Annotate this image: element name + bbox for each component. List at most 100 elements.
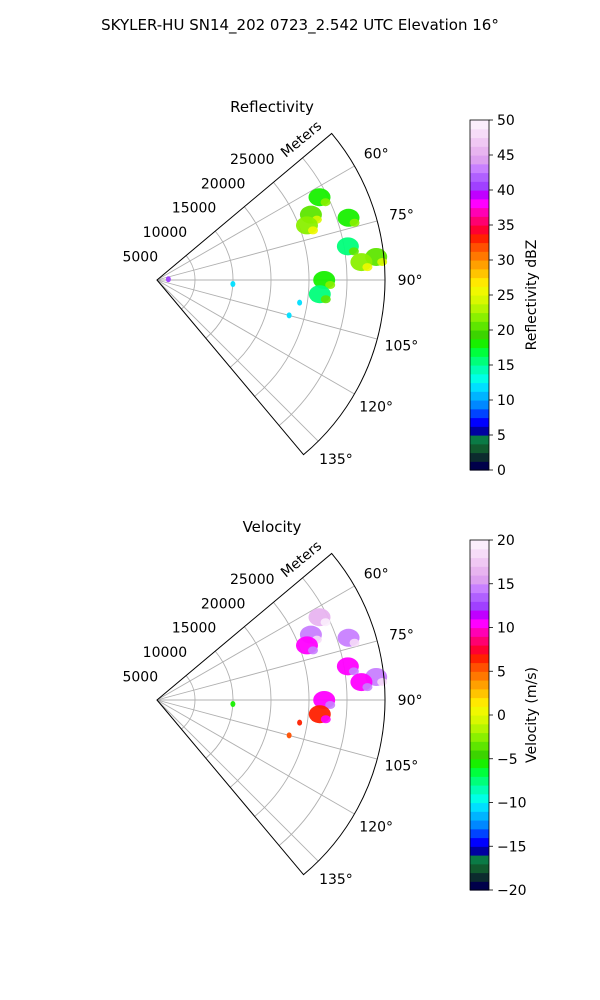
vel-colorbar-segment [470,688,489,699]
refl-colorbar-label: Reflectivity dBZ [524,240,540,351]
vel-colorbar-segment [470,828,489,839]
vel-colorbar-segment [470,881,489,891]
refl-colorbar-segment [470,181,489,191]
vel-colorbar-segment [470,758,489,769]
vel-colorbar-segment [470,618,489,629]
vel-echo-core [320,618,331,627]
refl-echo-core [325,281,336,289]
vel-azimuth-tick-label: 120° [359,820,393,836]
refl-echo-core [320,295,331,304]
vel-colorbar-segment [470,697,489,707]
refl-range-ring [229,206,272,368]
refl-echo-cell [165,276,171,283]
refl-colorbar-segment [470,172,489,182]
refl-colorbar-segment [470,146,489,156]
vel-colorbar-segment [470,627,489,637]
vel-colorbar-segment [470,776,489,786]
refl-colorbar-segment [470,163,489,174]
refl-colorbar-segment [470,417,489,427]
refl-colorbar-segment [470,347,489,357]
vel-colorbar-segment [470,636,489,646]
vel-colorbar-tick-label: 10 [497,621,515,637]
refl-colorbar-segment [470,242,489,252]
vel-colorbar-segment [470,855,489,865]
vel-colorbar-segment [470,872,489,882]
vel-colorbar-segment [470,566,489,576]
vel-range-ring [205,650,234,759]
refl-colorbar-tick-label: 50 [497,113,515,129]
refl-colorbar-tick-label: 45 [497,148,515,164]
vel-colorbar-segment [470,575,489,585]
vel-azimuth-spoke [156,699,378,760]
refl-azimuth-spoke [156,279,378,340]
vel-echo-core [320,715,331,724]
refl-azimuth-tick-label: 135° [319,452,353,468]
refl-colorbar-segment [470,443,489,454]
refl-colorbar-segment [470,268,489,279]
vel-range-axis-label: Meters [278,538,325,581]
vel-colorbar-segment [470,601,489,611]
vel-colorbar-tick-label: −10 [497,796,527,812]
refl-colorbar-tick-label: 15 [497,358,515,374]
refl-colorbar-segment [470,251,489,261]
vel-colorbar-segment [470,540,489,550]
vel-azimuth-tick-label: 60° [364,566,389,582]
refl-echo-cell [230,280,236,287]
vel-range-ring [229,626,272,788]
refl-sector-frame [156,132,386,456]
vel-echo-core [325,701,336,709]
refl-colorbar-segment [470,198,489,209]
vel-colorbar-segment [470,820,489,830]
refl-azimuth-tick-label: 75° [389,207,414,223]
refl-azimuth-spoke [156,165,355,281]
refl-colorbar-segment [470,391,489,401]
refl-colorbar-segment [470,207,489,217]
vel-range-ring [254,602,310,817]
refl-colorbar-segment [470,312,489,322]
vel-echo-core [307,646,318,655]
vel-colorbar-segment [470,592,489,602]
vel-range-tick-label: 10000 [143,645,188,661]
vel-echo-core [348,667,359,676]
refl-colorbar-segment [470,190,489,200]
refl-colorbar-segment [470,400,489,410]
refl-azimuth-tick-label: 60° [364,146,389,162]
refl-echo-core [307,226,318,235]
vel-azimuth-tick-label: 135° [319,872,353,888]
vel-azimuth-spoke [156,699,319,862]
refl-panel-title: Reflectivity [230,98,314,116]
vel-colorbar-segment [470,793,489,804]
vel-colorbar-segment [470,802,489,812]
refl-colorbar-segment [470,382,489,392]
vel-colorbar-tick-label: −20 [497,883,527,899]
refl-colorbar-segment [470,260,489,270]
refl-colorbar-segment [470,120,489,130]
vel-colorbar-tick-label: −5 [497,752,518,768]
refl-colorbar-tick-label: 5 [497,428,506,444]
vel-colorbar-segment [470,811,489,821]
vel-azimuth-spoke [156,640,378,701]
refl-echo-core [349,218,360,227]
refl-echo-cell [286,312,292,319]
refl-colorbar-segment [470,461,489,471]
refl-colorbar-tick-label: 25 [497,288,515,304]
vel-echo-cell [297,719,303,726]
refl-range-ring [205,230,234,339]
vel-colorbar-tick-label: 20 [497,533,515,549]
refl-echo-core [377,257,388,266]
refl-azimuth-spoke [156,279,319,442]
vel-colorbar-segment [470,723,489,734]
refl-colorbar-segment [470,408,489,419]
vel-range-tick-label: 5000 [122,670,158,686]
refl-range-tick-label: 15000 [172,201,217,217]
vel-range-tick-label: 25000 [230,572,275,588]
refl-colorbar-segment [470,338,489,349]
refl-colorbar-tick-label: 20 [497,323,515,339]
refl-colorbar-segment [470,137,489,147]
vel-colorbar-segment [470,741,489,751]
vel-azimuth-spoke [156,699,355,815]
refl-colorbar-segment [470,295,489,305]
vel-range-tick-label: 15000 [172,621,217,637]
refl-echo-core [348,247,359,256]
